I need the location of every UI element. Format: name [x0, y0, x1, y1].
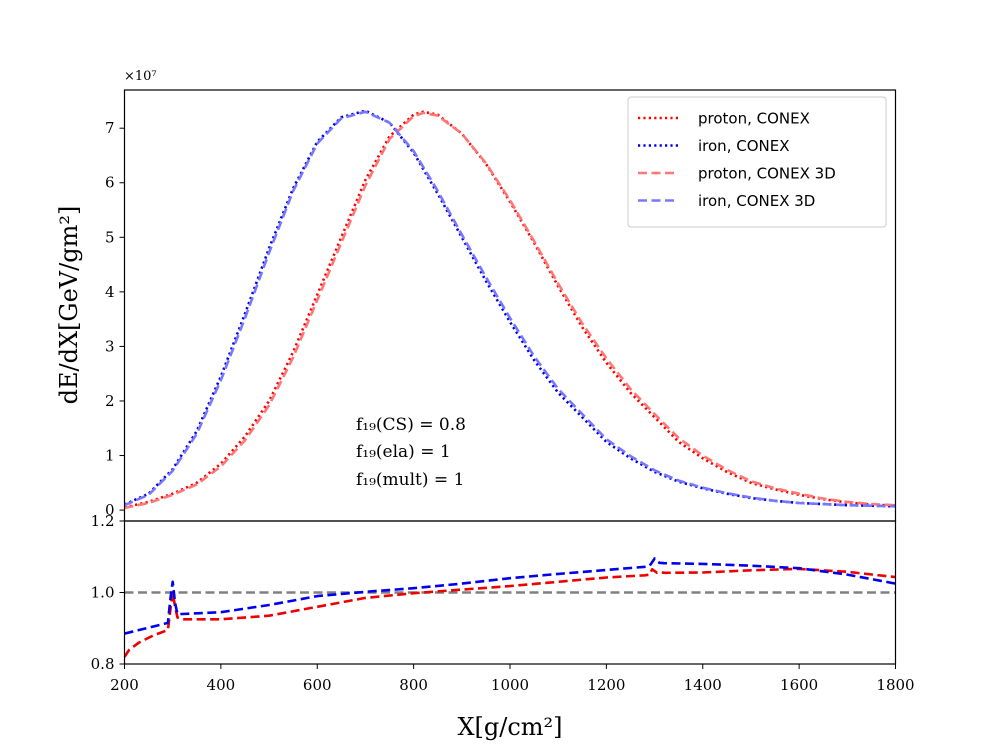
ratio-y-tick-label: 0.8 [91, 655, 115, 673]
main-y-tick-label: 4 [105, 283, 115, 301]
main-y-tick-label: 6 [105, 174, 115, 192]
legend-label-iron-conex: iron, CONEX [698, 137, 789, 155]
main-panel: 0 1 2 3 4 5 6 7 ×10⁷ dE/dX[GeV/gm²] f₁₉(CS) = 0… [55, 69, 897, 522]
x-tick-label: 1000 [491, 676, 529, 694]
x-tick-label: 1400 [684, 676, 722, 694]
series-line-iron-conex-3d [124, 110, 896, 508]
x-tick-label: 800 [399, 676, 428, 694]
ratio-y-tick-label: 1.0 [91, 584, 115, 602]
main-y-tick-label: 2 [105, 392, 115, 410]
main-y-axis-title: dE/dX[GeV/gm²] [55, 206, 83, 405]
ratio-y-axis: 0.8 1.0 1.2 [91, 512, 125, 673]
main-y-axis: 0 1 2 3 4 5 6 7 [105, 119, 125, 519]
x-tick-label: 1600 [780, 676, 818, 694]
annotation-block: f₁₉(CS) = 0.8 f₁₉(ela) = 1 f₁₉(mult) = 1 [356, 415, 466, 490]
annotation-line-3: f₁₉(mult) = 1 [356, 470, 464, 490]
main-y-tick-label: 3 [105, 337, 115, 355]
legend-label-proton-conex-3d: proton, CONEX 3D [698, 165, 836, 183]
main-series-group [124, 109, 896, 510]
ratio-y-tick-label: 1.2 [91, 512, 115, 530]
ratio-series-line-1 [124, 567, 896, 658]
x-axis-title: X[g/cm²] [457, 713, 562, 741]
series-line-proton-conex-3d [124, 111, 896, 510]
main-y-tick-label: 5 [105, 228, 115, 246]
main-y-tick-label: 7 [105, 119, 115, 137]
ratio-series-line-2 [124, 557, 896, 635]
legend-box [627, 96, 887, 228]
legend-label-proton-conex: proton, CONEX [698, 110, 810, 128]
x-axis: 200 400 600 800 1000 1200 1400 1600 1800 [110, 664, 915, 694]
x-tick-label: 600 [303, 676, 332, 694]
x-tick-label: 200 [110, 676, 139, 694]
annotation-line-2: f₁₉(ela) = 1 [356, 442, 451, 462]
x-tick-label: 1200 [587, 676, 625, 694]
main-y-tick-label: 0 [105, 501, 115, 519]
ratio-series-group [124, 557, 896, 658]
legend-items: proton, CONEX iron, CONEX proton, CONEX 3D… [638, 110, 836, 210]
legend-label-iron-conex-3d: iron, CONEX 3D [698, 192, 815, 210]
legend: proton, CONEX iron, CONEX proton, CONEX 3D… [627, 96, 887, 228]
ratio-panel: 0.8 1.0 1.2 200 400 600 800 1000 1200 1400 1600 18… [91, 512, 915, 741]
x-tick-label: 400 [207, 676, 236, 694]
x-tick-label: 1800 [876, 676, 914, 694]
main-y-tick-label: 1 [105, 447, 115, 465]
y-scale-label: ×10⁷ [124, 69, 157, 84]
annotation-line-1: f₁₉(CS) = 0.8 [356, 415, 466, 435]
